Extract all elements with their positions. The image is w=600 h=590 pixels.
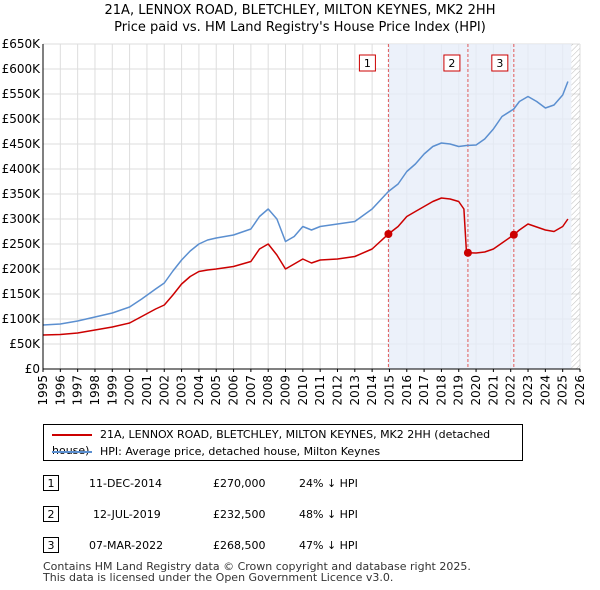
- x-tick-label: 1997: [71, 375, 85, 406]
- x-tick-label: 2019: [452, 375, 466, 406]
- x-tick-label: 2003: [175, 375, 189, 406]
- x-tick-label: 2018: [434, 375, 448, 406]
- y-tick-label: £600K: [2, 62, 42, 76]
- chart-title: 21A, LENNOX ROAD, BLETCHLEY, MILTON KEYN…: [0, 2, 600, 36]
- legend-swatch-hpi: [52, 451, 92, 453]
- x-tick-label: 2026: [573, 375, 587, 406]
- y-tick-label: £0: [25, 362, 40, 376]
- x-tick-label: 2000: [123, 375, 137, 406]
- legend-label-hpi: HPI: Average price, detached house, Milt…: [100, 445, 381, 458]
- hpi-line: [42, 81, 569, 326]
- x-tick-label: 1996: [53, 375, 67, 406]
- x-tick-label: 2009: [279, 375, 293, 406]
- x-tick-label: 1998: [88, 375, 102, 406]
- y-tick-label: £350K: [2, 187, 42, 201]
- x-tick-label: 2013: [348, 375, 362, 406]
- price-chart: 1 2 3 £0 £50K £100K £150K £200K £250K £300K £350K…: [2, 37, 587, 406]
- x-tick-label: 1995: [36, 375, 50, 406]
- legend-swatch-property: [52, 434, 92, 436]
- x-tick-label: 2010: [296, 375, 310, 406]
- x-tick-label: 2007: [244, 375, 258, 406]
- sale-marker-label: 3: [496, 57, 503, 70]
- sale-marker-label-box: [358, 54, 376, 72]
- y-tick-label: £500K: [2, 112, 42, 126]
- x-tick-label: 2002: [157, 375, 171, 406]
- footer: Contains HM Land Registry data © Crown c…: [43, 561, 471, 583]
- transaction-date: 12-JUL-2019: [93, 508, 161, 521]
- x-tick-label: 2023: [521, 375, 535, 406]
- y-tick-label: £300K: [2, 212, 42, 226]
- transaction-number: 2: [43, 506, 59, 522]
- y-tick-label: £100K: [2, 312, 42, 326]
- x-tick-label: 2021: [486, 375, 500, 406]
- footer-copyright: Contains HM Land Registry data © Crown c…: [43, 560, 471, 573]
- x-tick-label: 2017: [417, 375, 431, 406]
- x-tick-label: 2004: [192, 375, 206, 406]
- x-tick-label: 2014: [365, 375, 379, 406]
- y-tick-label: £150K: [2, 287, 42, 301]
- x-tick-label: 2016: [400, 375, 414, 406]
- transaction-hpi-diff: 47% ↓ HPI: [299, 539, 358, 552]
- y-tick-label: £550K: [2, 87, 42, 101]
- y-tick-label: £450K: [2, 137, 42, 151]
- x-tick-label: 2022: [504, 375, 518, 406]
- property-price-line: [42, 197, 569, 336]
- y-tick-label: £400K: [2, 162, 42, 176]
- title-subtitle: Price paid vs. HM Land Registry's House …: [114, 20, 486, 35]
- shaded-regions: [387, 44, 580, 369]
- footer-license: This data is licensed under the Open Gov…: [43, 571, 394, 584]
- transaction-hpi-diff: 48% ↓ HPI: [299, 508, 358, 521]
- x-tick-label: 2001: [140, 375, 154, 406]
- x-tick-label: 2025: [556, 375, 570, 406]
- sale-marker-label: 2: [448, 57, 455, 70]
- transaction-date: 11-DEC-2014: [89, 477, 163, 490]
- sale-point: [509, 230, 518, 239]
- x-tick-label: 2011: [313, 375, 327, 406]
- y-tick-label: £250K: [2, 237, 42, 251]
- x-tick-label: 2008: [261, 375, 275, 406]
- y-tick-label: £650K: [2, 37, 42, 51]
- x-tick-label: 2012: [330, 375, 344, 406]
- sale-marker-label-box: [491, 54, 509, 72]
- axes: £0 £50K £100K £150K £200K £250K £300K £350K £400…: [2, 37, 587, 406]
- sale-point: [463, 248, 472, 257]
- transaction-price: £270,000: [213, 477, 266, 490]
- x-tick-label: 2005: [209, 375, 223, 406]
- x-tick-label: 2015: [382, 375, 396, 406]
- transaction-price: £232,500: [213, 508, 266, 521]
- x-tick-label: 2024: [538, 375, 552, 406]
- sale-marker-label-box: [443, 54, 461, 72]
- sale-markers: 1 2 3: [358, 54, 518, 257]
- y-tick-label: £200K: [2, 262, 42, 276]
- legend: 21A, LENNOX ROAD, BLETCHLEY, MILTON KEYN…: [43, 424, 523, 461]
- y-tick-label: £50K: [9, 337, 41, 351]
- x-tick-label: 1999: [105, 375, 119, 406]
- sale-marker-label: 1: [364, 57, 371, 70]
- future-hatched-region: [571, 44, 580, 369]
- legend-item-hpi: HPI: Average price, detached house, Milt…: [52, 444, 380, 460]
- shaded-region: [388, 44, 572, 369]
- transaction-number: 3: [43, 537, 59, 553]
- title-address: 21A, LENNOX ROAD, BLETCHLEY, MILTON KEYN…: [104, 3, 496, 18]
- x-tick-label: 2006: [227, 375, 241, 406]
- transaction-price: £268,500: [213, 539, 266, 552]
- legend-item-property: 21A, LENNOX ROAD, BLETCHLEY, MILTON KEYN…: [52, 427, 522, 457]
- transaction-hpi-diff: 24% ↓ HPI: [299, 477, 358, 490]
- legend-label-property: 21A, LENNOX ROAD, BLETCHLEY, MILTON KEYN…: [52, 428, 491, 457]
- sale-point: [384, 230, 393, 238]
- transaction-date: 07-MAR-2022: [89, 539, 164, 552]
- transaction-number: 1: [43, 475, 59, 491]
- series-lines: [42, 81, 569, 336]
- x-tick-label: 2020: [469, 375, 483, 406]
